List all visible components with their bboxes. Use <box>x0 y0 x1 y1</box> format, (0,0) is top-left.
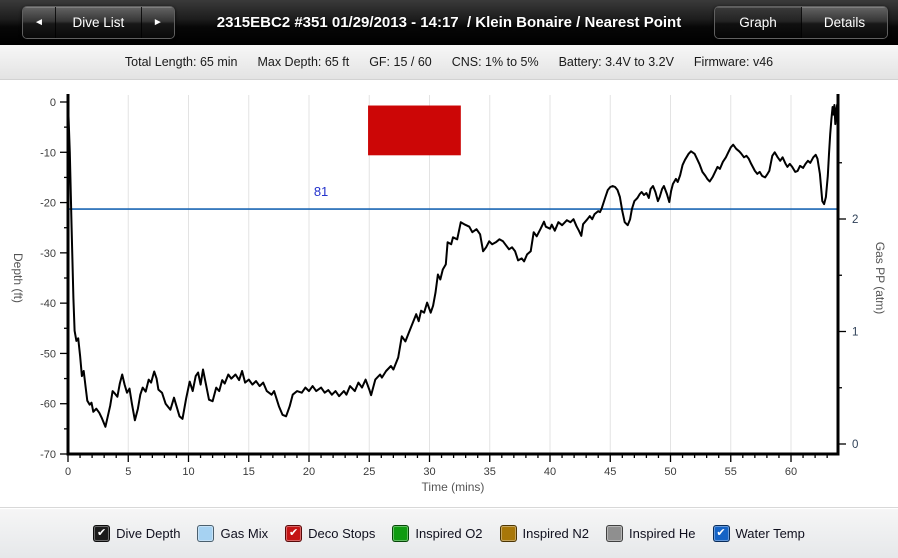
info-total-length: Total Length: 65 min <box>124 55 238 69</box>
legend-checkbox-inspired-he[interactable] <box>606 524 624 542</box>
y2-tick-label: 1 <box>852 327 858 339</box>
legend-checkbox-water-temp[interactable]: ✔ <box>712 524 730 542</box>
legend-item-inspired-o2: Inspired O2 <box>392 524 483 542</box>
legend-item-gas-mix: Gas Mix <box>197 524 269 542</box>
legend-item-inspired-he: Inspired He <box>606 524 696 542</box>
x-tick-label: 25 <box>363 466 375 478</box>
y-tick-label: 0 <box>50 97 56 109</box>
info-max-depth: Max Depth: 65 ft <box>257 55 350 69</box>
legend-label: Inspired N2 <box>522 525 590 541</box>
x-tick-label: 60 <box>785 466 797 478</box>
legend-bar: ✔ Dive Depth Gas Mix ✔ Deco Stops Inspired O2… <box>0 507 898 558</box>
info-cns: CNS: 1% to 5% <box>451 55 539 69</box>
y-axis-title: Depth (ft) <box>11 253 25 303</box>
info-battery: Battery: 3.4V to 3.2V <box>558 55 674 69</box>
legend-label: Inspired O2 <box>415 525 483 541</box>
info-gf: GF: 15 / 60 <box>369 55 432 69</box>
details-button[interactable]: Details <box>801 6 887 39</box>
top-bar: ◄ Dive List ► 2315EBC2 #351 01/29/2013 -… <box>0 0 898 45</box>
y-tick-label: -20 <box>40 198 56 210</box>
dive-list-control: ◄ Dive List ► <box>22 5 175 40</box>
x-tick-label: 0 <box>65 466 71 478</box>
x-tick-label: 30 <box>423 466 435 478</box>
water-temp-label: 81 <box>314 184 328 199</box>
y-tick-label: -60 <box>40 399 56 411</box>
legend-checkbox-inspired-o2[interactable] <box>392 524 410 542</box>
y-tick-label: -70 <box>40 449 56 461</box>
chart-area: 81 0 -10 -20 -30 -40 -50 -60 -70 0 5 10 15 20 25 30 35 40… <box>0 80 898 507</box>
view-switcher: Graph Details <box>714 5 888 40</box>
x-tick-label: 15 <box>243 466 255 478</box>
legend-checkbox-dive-depth[interactable]: ✔ <box>93 524 111 542</box>
legend-label: Dive Depth <box>116 525 181 541</box>
legend-checkbox-deco-stops[interactable]: ✔ <box>285 524 303 542</box>
x-tick-label: 45 <box>604 466 616 478</box>
legend-checkbox-inspired-n2[interactable] <box>499 524 517 542</box>
y2-tick-label: 0 <box>852 439 858 451</box>
x-tick-label: 35 <box>484 466 496 478</box>
y-tick-label: -40 <box>40 298 56 310</box>
x-tick-label: 55 <box>725 466 737 478</box>
x-tick-label: 5 <box>125 466 131 478</box>
right-arrow-icon: ► <box>152 16 163 28</box>
deco-stops-band <box>368 105 461 156</box>
x-tick-label: 10 <box>182 466 194 478</box>
left-arrow-icon: ◄ <box>34 16 44 28</box>
legend-label: Inspired He <box>629 525 696 541</box>
legend-label: Deco Stops <box>308 525 376 541</box>
legend-item-dive-depth: ✔ Dive Depth <box>93 524 181 542</box>
legend-label: Gas Mix <box>220 525 269 541</box>
x-tick-label: 20 <box>303 466 315 478</box>
y-tick-label: -10 <box>40 147 56 159</box>
next-dive-button[interactable]: ► <box>140 6 174 39</box>
x-axis-title: Time (mins) <box>422 480 485 494</box>
y-tick-label: -30 <box>40 248 56 260</box>
x-tick-label: 40 <box>544 466 556 478</box>
x-tick-label: 50 <box>664 466 676 478</box>
dive-list-button[interactable]: Dive List <box>54 6 141 39</box>
legend-item-inspired-n2: Inspired N2 <box>499 524 590 542</box>
legend-item-deco-stops: ✔ Deco Stops <box>285 524 376 542</box>
y2-axis-title: Gas PP (atm) <box>873 242 887 314</box>
legend-item-water-temp: ✔ Water Temp <box>712 524 805 542</box>
dive-summary-bar: Total Length: 65 min Max Depth: 65 ft GF… <box>0 45 898 80</box>
prev-dive-button[interactable]: ◄ <box>23 6 55 39</box>
y2-tick-label: 2 <box>852 214 858 226</box>
legend-label: Water Temp <box>735 525 805 541</box>
graph-button[interactable]: Graph <box>715 6 801 39</box>
legend-checkbox-gas-mix[interactable] <box>197 524 215 542</box>
dive-profile-chart: 810-10-20-30-40-50-60-700 5 10 15 20 25 30 35 40… <box>11 94 887 494</box>
info-firmware: Firmware: v46 <box>693 55 774 69</box>
y-tick-label: -50 <box>40 348 56 360</box>
dive-depth-line <box>67 101 839 428</box>
